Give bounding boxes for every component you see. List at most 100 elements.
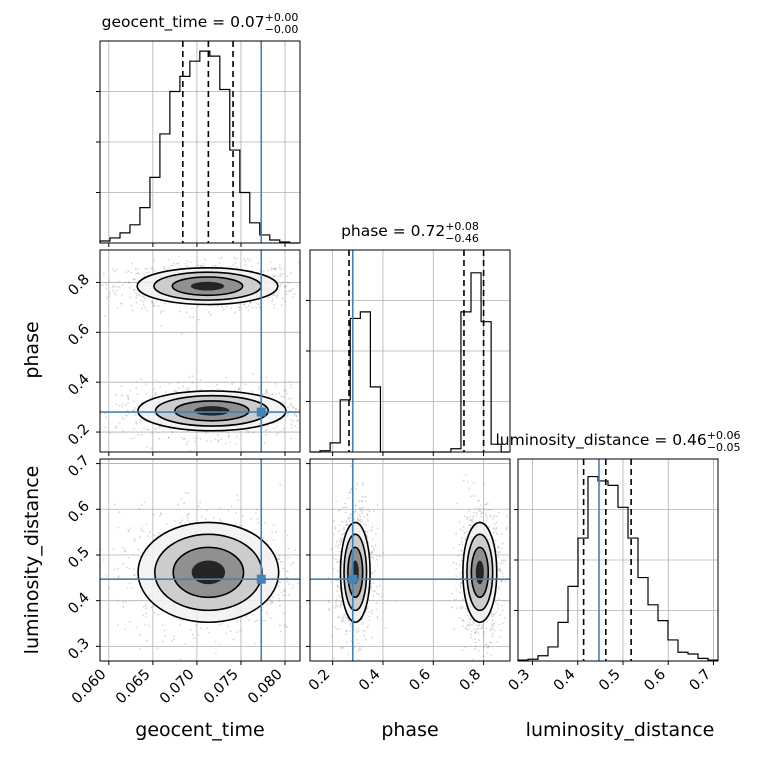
scatter-point [287, 290, 290, 292]
truth-marker-2 [348, 574, 358, 584]
scatter-point [239, 303, 241, 306]
scatter-point [135, 296, 138, 299]
scatter-point [500, 547, 503, 550]
scatter-point [361, 506, 364, 509]
title-phase: phase = 0.72+0.08 −0.46 [341, 220, 479, 245]
scatter-point [234, 262, 237, 265]
scatter-point [501, 572, 504, 574]
scatter-point [302, 399, 304, 401]
scatter-point [343, 528, 346, 531]
scatter-point [225, 442, 227, 445]
scatter-point [160, 668, 162, 670]
scatter-point [293, 412, 296, 415]
scatter-point [127, 398, 130, 401]
scatter-point [250, 518, 252, 520]
scatter-point [501, 575, 504, 578]
scatter-point [336, 415, 338, 417]
scatter-point [327, 576, 330, 579]
scatter-point [495, 611, 498, 614]
scatter-point [452, 561, 455, 564]
scatter-point [124, 404, 127, 406]
scatter-point [371, 612, 373, 614]
scatter-point [481, 624, 484, 626]
scatter-point [477, 509, 480, 512]
scatter-point [141, 527, 143, 529]
scatter-point [284, 554, 287, 557]
scatter-point [222, 308, 225, 310]
scatter-point [320, 591, 322, 593]
scatter-point [138, 294, 140, 297]
scatter-point [366, 607, 369, 610]
scatter-point [282, 427, 285, 430]
scatter-point [489, 629, 492, 632]
scatter-point [469, 524, 471, 526]
scatter-point [301, 405, 303, 407]
scatter-point [135, 272, 138, 275]
scatter-point [117, 575, 120, 578]
scatter-point [484, 503, 487, 506]
scatter-point [296, 420, 299, 423]
scatter-point [208, 631, 210, 634]
scatter-point [278, 557, 280, 560]
scatter-point [347, 618, 350, 620]
scatter-point [156, 647, 159, 650]
scatter-point [341, 647, 344, 650]
scatter-point [127, 556, 130, 559]
scatter-point [280, 304, 283, 306]
scatter-point [247, 619, 250, 622]
scatter-point [476, 627, 479, 630]
scatter-point [227, 435, 230, 438]
scatter-point [181, 519, 183, 522]
panel-geocent_time-vs-luminosity_distance: 0.30.40.50.60.7 [65, 453, 326, 670]
scatter-point [291, 287, 294, 290]
scatter-point [191, 381, 194, 384]
scatter-point [494, 528, 497, 530]
scatter-point [384, 626, 387, 629]
scatter-point [131, 309, 134, 312]
scatter-point [150, 300, 153, 303]
scatter-point [362, 484, 364, 487]
scatter-point [490, 614, 493, 616]
scatter-point [360, 509, 362, 512]
scatter-point [355, 631, 358, 633]
scatter-point [480, 627, 483, 629]
scatter-point [336, 584, 339, 586]
scatter-point [187, 387, 190, 389]
scatter-point [478, 507, 481, 510]
scatter-point [472, 658, 474, 661]
scatter-point [468, 624, 471, 626]
scatter-point [124, 550, 127, 553]
scatter-point [253, 642, 256, 645]
scatter-point [239, 629, 241, 632]
scatter-point [277, 275, 280, 278]
scatter-point [273, 306, 276, 309]
scatter-point [469, 515, 471, 518]
contour-line-1-0-2 [172, 546, 245, 599]
scatter-point [145, 607, 148, 610]
xtick-label-luminosity_distance-1: 0.4 [551, 667, 579, 695]
scatter-point [462, 619, 465, 622]
scatter-point [353, 518, 356, 520]
scatter-point [195, 624, 198, 627]
scatter-point [345, 506, 348, 508]
scatter-point [146, 309, 149, 312]
panel-phase-vs-luminosity_distance [306, 458, 511, 665]
scatter-point [98, 522, 100, 524]
scatter-point [377, 617, 379, 620]
scatter-point [68, 394, 70, 396]
scatter-point [287, 282, 290, 285]
scatter-point [198, 318, 200, 321]
scatter-point [127, 529, 130, 531]
scatter-point [324, 580, 326, 582]
scatter-point [151, 432, 154, 435]
scatter-point [172, 638, 175, 640]
scatter-point [187, 430, 190, 433]
scatter-point [336, 605, 339, 608]
scatter-point [290, 563, 293, 566]
scatter-point [328, 609, 330, 612]
scatter-point [233, 257, 236, 259]
scatter-point [327, 599, 330, 602]
scatter-point [501, 562, 504, 564]
scatter-point [466, 518, 469, 521]
scatter-point [290, 423, 293, 426]
